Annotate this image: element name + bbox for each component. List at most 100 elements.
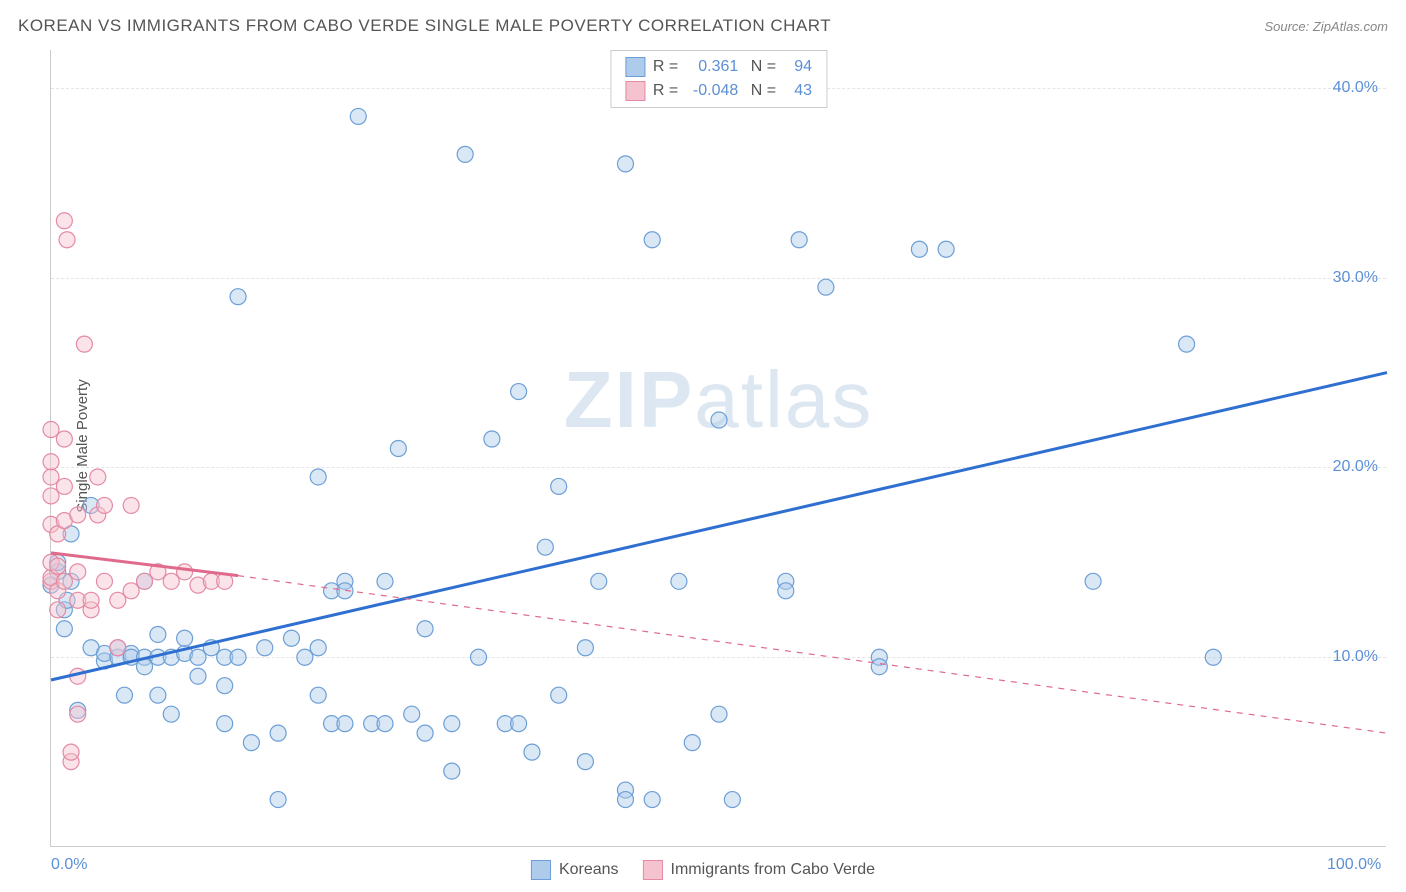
data-point [257, 640, 273, 656]
data-point [310, 640, 326, 656]
legend-label: Immigrants from Cabo Verde [671, 861, 876, 879]
data-point [417, 621, 433, 637]
data-point [43, 454, 59, 470]
stat-r-label: R = [653, 55, 678, 79]
data-point [871, 659, 887, 675]
legend-item: Immigrants from Cabo Verde [643, 860, 876, 880]
legend-label: Koreans [559, 861, 619, 879]
data-point [283, 630, 299, 646]
data-point [310, 687, 326, 703]
data-point [551, 687, 567, 703]
data-point [163, 573, 179, 589]
stats-row: R =0.361 N =94 [625, 55, 812, 79]
data-point [43, 488, 59, 504]
data-point [644, 792, 660, 808]
data-point [444, 716, 460, 732]
data-point [577, 754, 593, 770]
data-point [217, 716, 233, 732]
data-point [96, 497, 112, 513]
data-point [230, 649, 246, 665]
legend: Koreans Immigrants from Cabo Verde [531, 860, 875, 880]
data-point [123, 497, 139, 513]
data-point [711, 412, 727, 428]
data-point [43, 469, 59, 485]
data-point [778, 583, 794, 599]
scatter-plot [51, 50, 1386, 846]
x-tick-label: 0.0% [51, 856, 87, 874]
data-point [471, 649, 487, 665]
data-point [818, 279, 834, 295]
stat-n-value: 43 [784, 79, 812, 103]
series-swatch [625, 81, 645, 101]
data-point [190, 649, 206, 665]
data-point [511, 384, 527, 400]
data-point [1205, 649, 1221, 665]
x-tick-label: 100.0% [1327, 856, 1381, 874]
data-point [537, 539, 553, 555]
data-point [150, 626, 166, 642]
data-point [243, 735, 259, 751]
data-point [110, 640, 126, 656]
data-point [791, 232, 807, 248]
data-point [417, 725, 433, 741]
data-point [1085, 573, 1101, 589]
stat-n-label: N = [746, 55, 776, 79]
data-point [150, 687, 166, 703]
data-point [524, 744, 540, 760]
data-point [724, 792, 740, 808]
data-point [50, 602, 66, 618]
data-point [90, 469, 106, 485]
data-point [56, 213, 72, 229]
data-point [577, 640, 593, 656]
stats-row: R = -0.048 N = 43 [625, 79, 812, 103]
stat-r-value: -0.048 [686, 79, 738, 103]
data-point [56, 621, 72, 637]
chart-area: ZIPatlas 10.0%20.0%30.0%40.0% R =0.361 N… [50, 50, 1386, 847]
data-point [137, 573, 153, 589]
data-point [551, 478, 567, 494]
data-point [116, 687, 132, 703]
stats-box: R =0.361 N =94R = -0.048 N = 43 [610, 50, 827, 108]
data-point [56, 478, 72, 494]
data-point [484, 431, 500, 447]
data-point [123, 583, 139, 599]
data-point [377, 573, 393, 589]
chart-title: KOREAN VS IMMIGRANTS FROM CABO VERDE SIN… [18, 16, 831, 36]
data-point [377, 716, 393, 732]
data-point [270, 725, 286, 741]
data-point [190, 668, 206, 684]
data-point [444, 763, 460, 779]
data-point [63, 744, 79, 760]
data-point [617, 792, 633, 808]
stat-r-label: R = [653, 79, 678, 103]
data-point [70, 507, 86, 523]
data-point [163, 706, 179, 722]
data-point [230, 289, 246, 305]
data-point [617, 156, 633, 172]
data-point [177, 630, 193, 646]
data-point [70, 706, 86, 722]
data-point [83, 592, 99, 608]
data-point [59, 232, 75, 248]
stat-n-label: N = [746, 79, 776, 103]
data-point [96, 573, 112, 589]
data-point [217, 678, 233, 694]
data-point [310, 469, 326, 485]
data-point [404, 706, 420, 722]
data-point [50, 558, 66, 574]
data-point [110, 592, 126, 608]
source-attribution: Source: ZipAtlas.com [1264, 19, 1388, 34]
data-point [390, 441, 406, 457]
data-point [43, 422, 59, 438]
data-point [76, 336, 92, 352]
data-point [56, 573, 72, 589]
data-point [644, 232, 660, 248]
legend-swatch [531, 860, 551, 880]
data-point [911, 241, 927, 257]
data-point [70, 564, 86, 580]
data-point [684, 735, 700, 751]
data-point [711, 706, 727, 722]
series-swatch [625, 57, 645, 77]
data-point [1179, 336, 1195, 352]
data-point [511, 716, 527, 732]
